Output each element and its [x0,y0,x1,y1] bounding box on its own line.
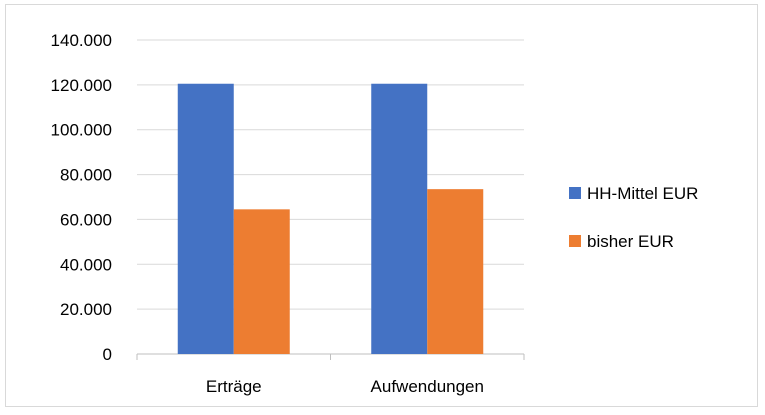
y-tick-label: 120.000 [51,76,112,95]
x-category-label: Erträge [206,377,262,396]
y-tick-label: 20.000 [60,300,112,319]
legend-swatch [569,235,581,247]
y-tick-label: 140.000 [51,31,112,50]
legend-label: bisher EUR [587,232,674,251]
bar-hh-mittel-1 [371,83,428,354]
legend-label: HH-Mittel EUR [587,184,698,203]
bar-bisher-0 [233,209,290,354]
bar-hh-mittel-0 [177,83,234,354]
y-tick-label: 80.000 [60,166,112,185]
bar-bisher-1 [427,189,484,354]
y-tick-label: 40.000 [60,255,112,274]
y-tick-label: 60.000 [60,210,112,229]
x-category-label: Aufwendungen [371,377,484,396]
y-tick-label: 100.000 [51,121,112,140]
legend-swatch [569,187,581,199]
y-tick-label: 0 [103,345,112,364]
